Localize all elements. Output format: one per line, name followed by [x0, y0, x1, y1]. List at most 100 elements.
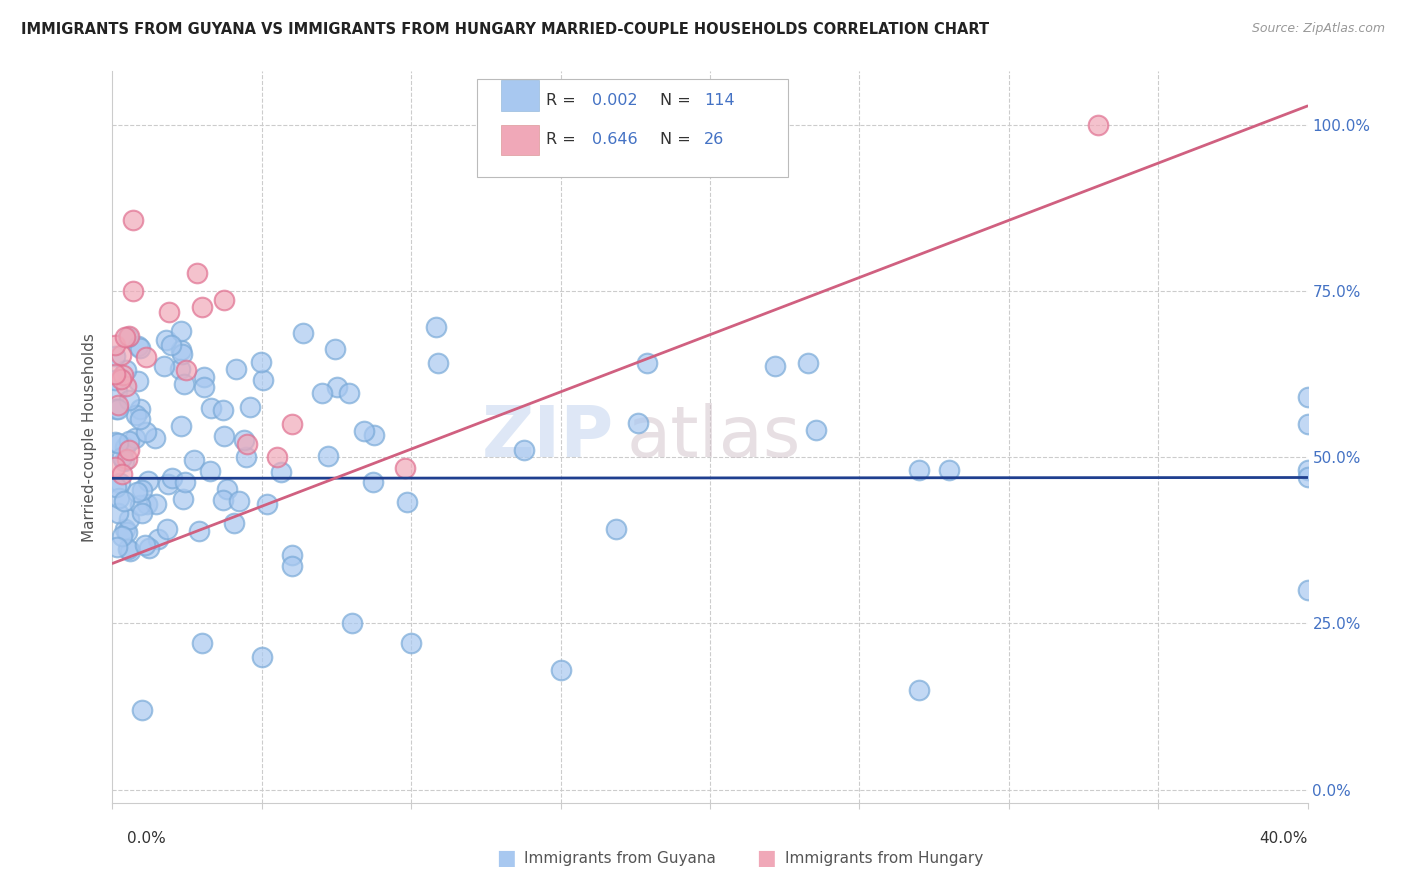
Text: Immigrants from Guyana: Immigrants from Guyana — [524, 851, 716, 865]
Point — [256, 497, 278, 511]
Point — [104, 372, 127, 386]
Point — [170, 343, 193, 358]
Point — [112, 454, 135, 468]
Point — [796, 356, 818, 370]
Text: ■: ■ — [756, 848, 776, 868]
Point — [107, 435, 129, 450]
Text: 0.0%: 0.0% — [127, 831, 166, 846]
Point — [427, 355, 450, 369]
Point — [112, 368, 135, 382]
Point — [157, 476, 180, 491]
Point — [340, 616, 363, 631]
FancyBboxPatch shape — [501, 80, 538, 111]
Point — [104, 434, 127, 449]
Point — [217, 483, 239, 497]
Text: 26: 26 — [704, 132, 724, 147]
Point — [186, 266, 208, 280]
Point — [281, 559, 304, 574]
Point — [170, 419, 193, 434]
Point — [804, 423, 827, 437]
Point — [191, 300, 214, 314]
Point — [131, 507, 153, 521]
Point — [104, 480, 127, 494]
Point — [156, 522, 179, 536]
Point — [636, 356, 658, 370]
Point — [212, 493, 235, 508]
Point — [1296, 463, 1319, 477]
Point — [118, 329, 141, 343]
Point — [353, 424, 375, 438]
Point — [214, 293, 236, 307]
Point — [118, 512, 141, 526]
Point — [1296, 582, 1319, 597]
Point — [122, 285, 145, 299]
Point — [135, 496, 157, 510]
Point — [236, 436, 259, 450]
Point — [172, 347, 194, 361]
Point — [183, 452, 205, 467]
Point — [127, 374, 149, 388]
Point — [605, 522, 627, 536]
Point — [105, 402, 128, 417]
Point — [311, 386, 333, 401]
Point — [118, 442, 141, 457]
Text: R =: R = — [547, 132, 581, 147]
Point — [908, 463, 931, 477]
Point — [124, 431, 146, 445]
Point — [222, 516, 245, 530]
Point — [513, 442, 536, 457]
Point — [134, 538, 156, 552]
Point — [198, 464, 221, 478]
Point — [250, 649, 273, 664]
Point — [160, 338, 183, 352]
Point — [174, 475, 197, 489]
Point — [211, 402, 233, 417]
Text: ZIP: ZIP — [482, 402, 614, 472]
Point — [108, 491, 131, 505]
Point — [131, 483, 153, 498]
Point — [114, 440, 136, 454]
Point — [118, 393, 141, 408]
Point — [155, 334, 177, 348]
Point — [1087, 118, 1109, 132]
Point — [127, 338, 149, 352]
Point — [114, 522, 136, 536]
Point — [173, 376, 195, 391]
Point — [136, 474, 159, 488]
Text: 40.0%: 40.0% — [1260, 831, 1308, 846]
Point — [363, 475, 385, 489]
Point — [193, 380, 215, 394]
Point — [938, 463, 960, 477]
Point — [107, 507, 129, 521]
Point — [425, 320, 447, 334]
Point — [131, 703, 153, 717]
Point — [115, 379, 138, 393]
Text: 0.002: 0.002 — [592, 93, 637, 108]
Text: Immigrants from Hungary: Immigrants from Hungary — [785, 851, 983, 865]
Point — [111, 467, 134, 481]
Point — [111, 529, 134, 543]
Point — [145, 497, 167, 511]
Point — [627, 416, 650, 430]
Point — [174, 363, 197, 377]
FancyBboxPatch shape — [501, 125, 538, 155]
Point — [908, 682, 931, 697]
Point — [135, 425, 157, 439]
Text: atlas: atlas — [627, 402, 801, 472]
Point — [339, 386, 361, 401]
Point — [326, 380, 349, 394]
Point — [1296, 470, 1319, 484]
Point — [363, 428, 385, 442]
Point — [104, 367, 127, 381]
Point — [125, 408, 148, 422]
Point — [191, 636, 214, 650]
Point — [200, 401, 222, 416]
Point — [110, 371, 132, 385]
Point — [115, 362, 138, 376]
Point — [128, 341, 150, 355]
Point — [110, 348, 132, 362]
Point — [127, 484, 149, 499]
Point — [252, 373, 274, 387]
FancyBboxPatch shape — [477, 78, 787, 178]
Point — [152, 359, 174, 374]
